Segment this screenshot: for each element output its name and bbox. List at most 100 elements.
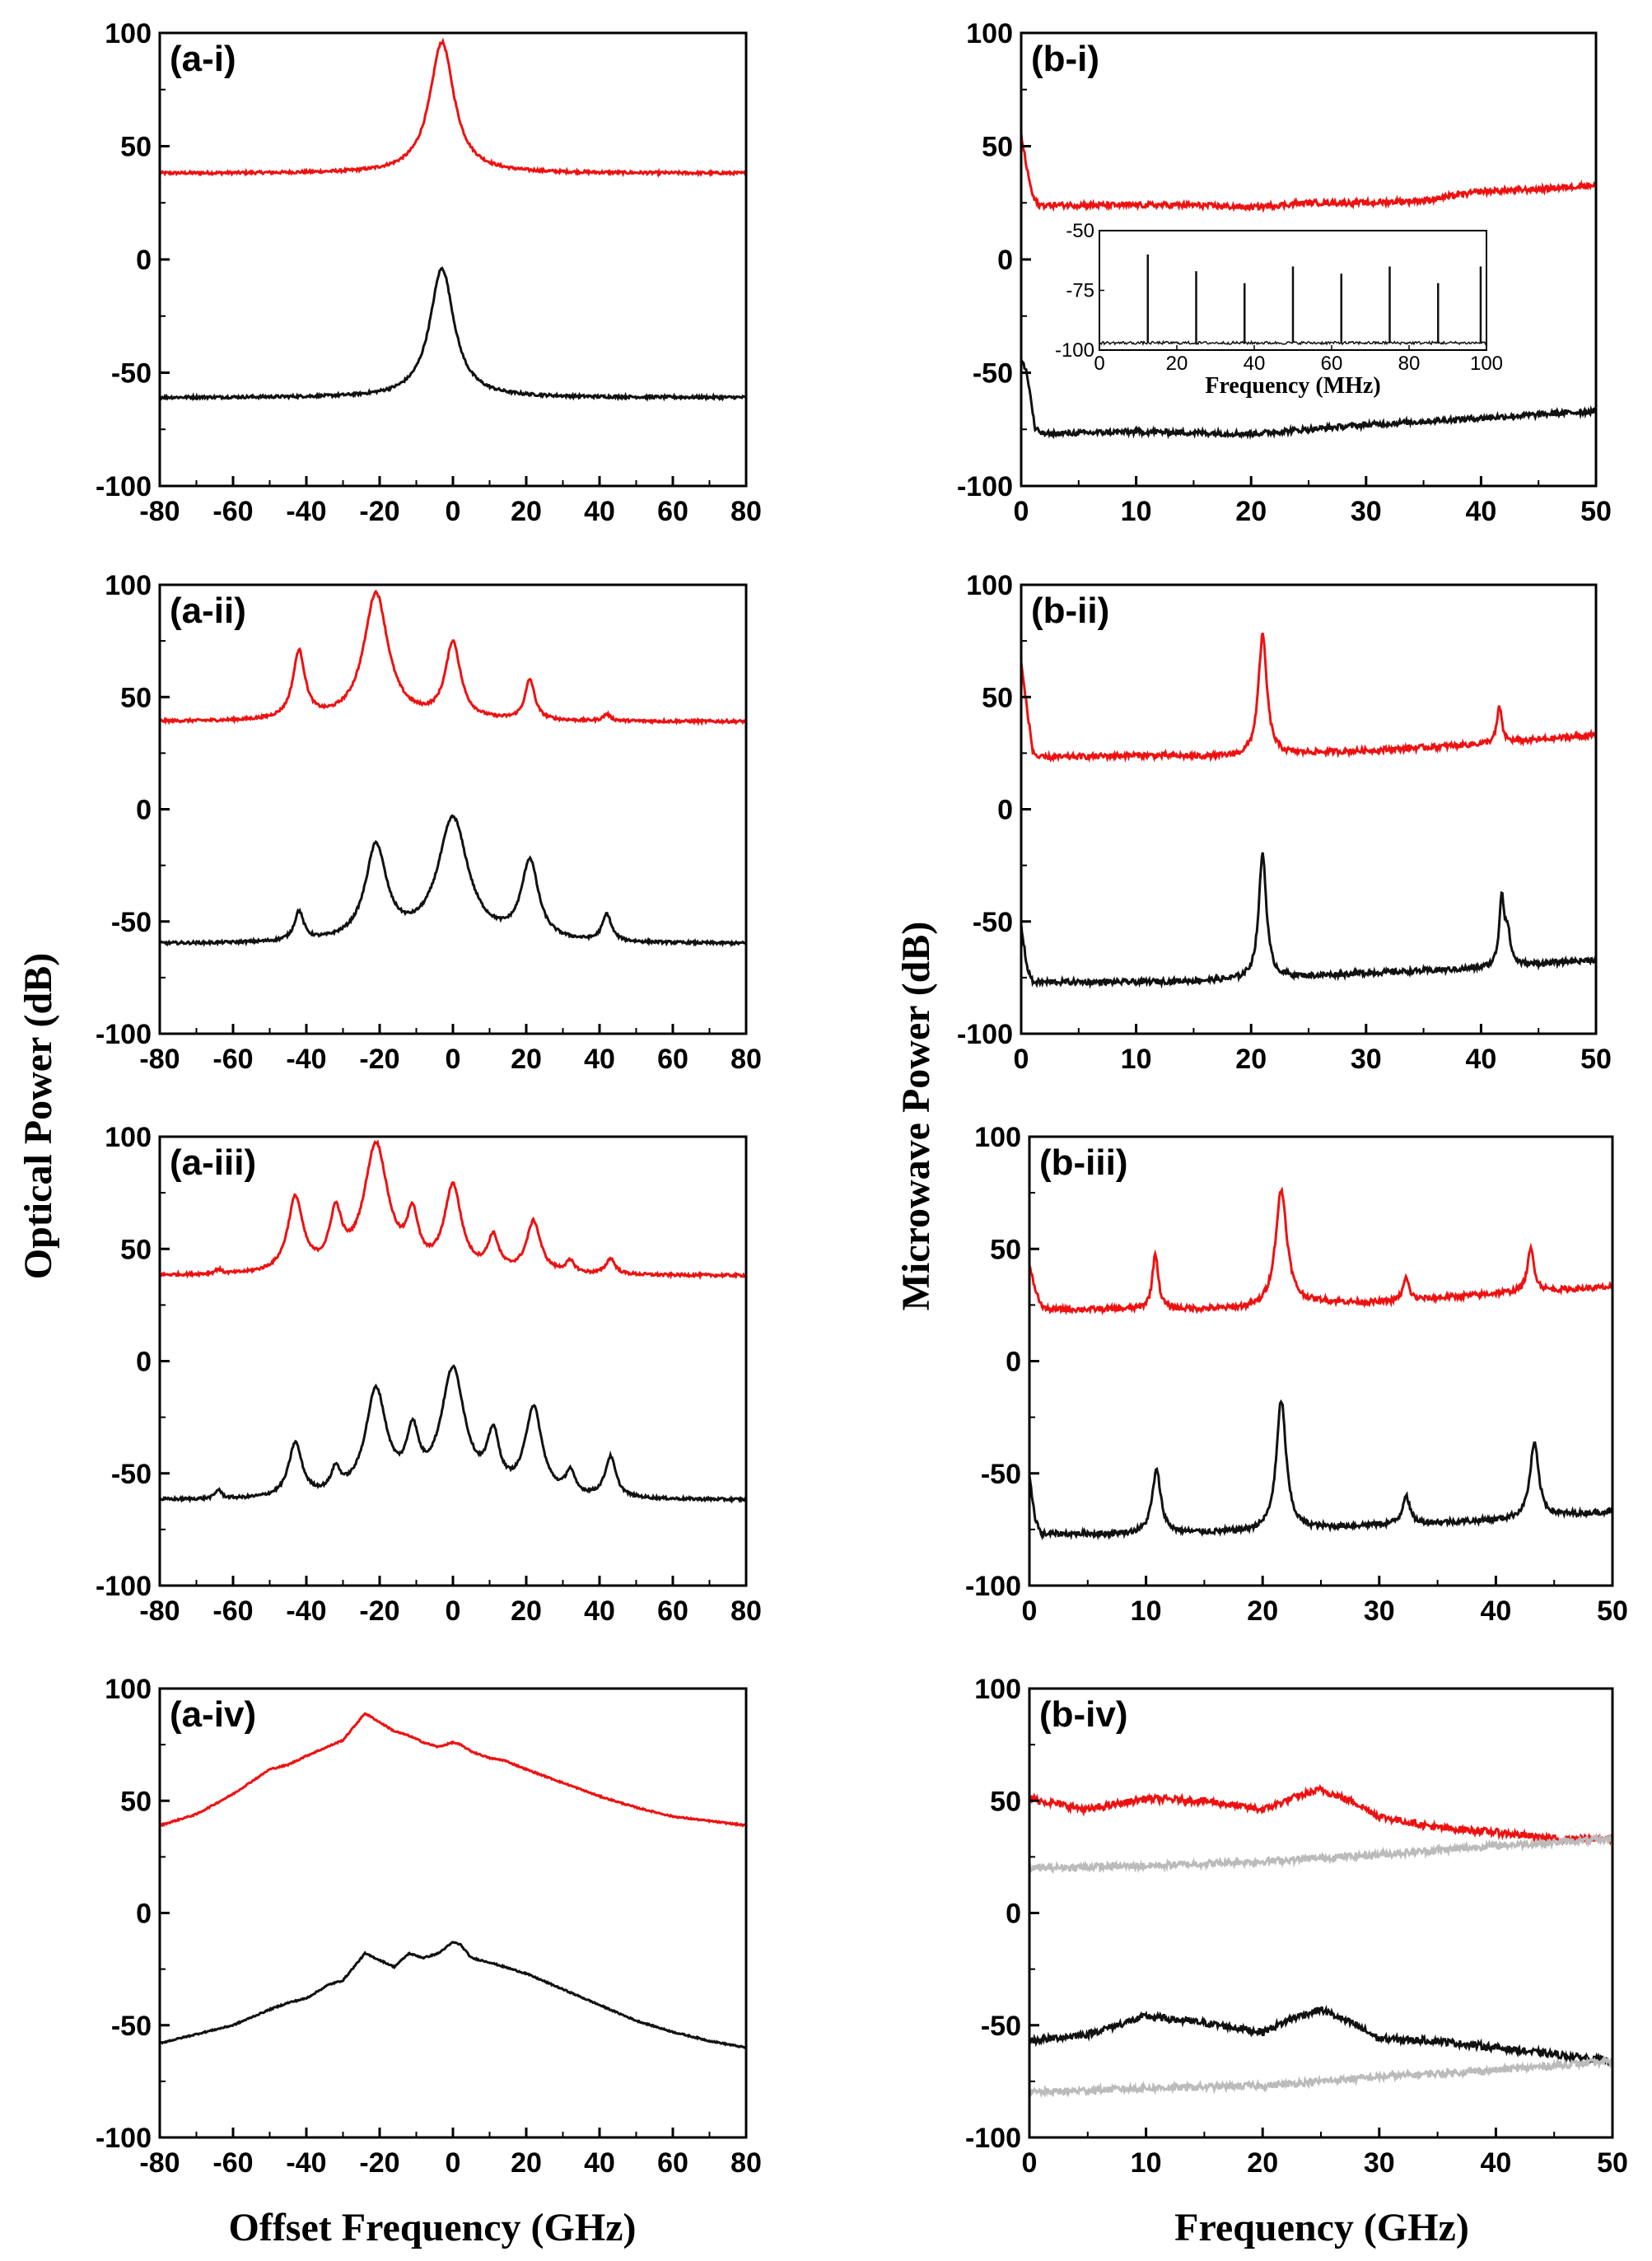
y-tick-label: -100	[96, 471, 152, 502]
y-tick-label: 0	[136, 1347, 152, 1378]
x-tick-label: -80	[139, 1044, 180, 1075]
panel-label-b-ii: (b-ii)	[1031, 591, 1109, 631]
chart-panel-a-iv: -80 -60 -40 -20 0 20 40 60 80 -100 -50 0 50 100 (a-iv)	[96, 1674, 762, 2179]
y-tick-label: 0	[1006, 1899, 1021, 1930]
y-tick-label: 0	[997, 245, 1013, 276]
x-tick-label: 20	[1247, 1595, 1278, 1627]
x-tick-label: -80	[139, 2147, 180, 2179]
x-tick-label: 20	[1235, 496, 1267, 527]
x-tick-label: 0	[446, 2147, 461, 2179]
x-tick-label: 80	[730, 496, 762, 527]
y-tick-label: 100	[974, 1674, 1021, 1705]
series-line-a-ii-0	[159, 589, 748, 726]
x-tick-label: 10	[1121, 496, 1152, 527]
x-tick-label: 50	[1597, 1595, 1628, 1627]
x-tick-label: -60	[212, 496, 253, 527]
x-tick-label: 40	[1465, 1044, 1496, 1075]
left-y-axis-title: Optical Power (dB)	[16, 953, 60, 1279]
chart-panel-a-i: -80 -60 -40 -20 0 20 40 60 80 -100 -50 0 50 100 (a-i)	[96, 18, 762, 527]
plot-frame-b-ii	[1020, 583, 1598, 1035]
inset-x-tick-label: 80	[1398, 353, 1421, 375]
chart-panel-b-iii: 0 10 20 30 40 50 -100 -50 0 50 100 (b-iii)	[965, 1122, 1628, 1627]
x-tick-label: 0	[446, 496, 461, 527]
panel-label-b-i: (b-i)	[1031, 39, 1099, 79]
series-line-b-ii-0	[1020, 633, 1598, 763]
x-tick-label: 60	[657, 496, 688, 527]
y-tick-label: -50	[981, 1459, 1021, 1490]
x-tick-label: -20	[359, 496, 399, 527]
series-line-a-iii-1	[158, 1364, 748, 1504]
series-line-b-iv-1	[1028, 1832, 1614, 1875]
series-line-b-iv-2	[1028, 2004, 1614, 2067]
y-tick-label: -50	[111, 907, 152, 938]
y-tick-label: 100	[966, 570, 1013, 601]
y-tick-label: 0	[1006, 1347, 1021, 1378]
y-tick-label: 50	[120, 132, 152, 163]
x-tick-label: -40	[286, 2147, 326, 2179]
x-tick-label: -40	[286, 1044, 326, 1075]
inset-x-axis-title: Frequency (MHz)	[1205, 373, 1380, 399]
x-tick-label: -20	[359, 1595, 399, 1627]
x-tick-label: 0	[1014, 496, 1029, 527]
y-tick-label: -100	[957, 471, 1013, 502]
series-line-a-i-1	[159, 266, 748, 402]
y-tick-label: 0	[136, 795, 152, 826]
series-line-b-ii-1	[1020, 852, 1598, 989]
inset-x-tick-label: 60	[1321, 353, 1343, 375]
y-tick-label: 50	[120, 1234, 152, 1265]
x-tick-label: 80	[730, 2147, 762, 2179]
y-tick-label: -100	[96, 1019, 152, 1050]
series-line-a-ii-1	[159, 814, 747, 948]
x-tick-label: 40	[1480, 1595, 1511, 1627]
x-tick-label: 0	[1014, 1044, 1029, 1075]
x-tick-label: 20	[1247, 2147, 1278, 2179]
x-tick-label: 40	[1480, 2147, 1511, 2179]
y-tick-label: 50	[982, 682, 1013, 713]
y-tick-label: 100	[105, 1674, 152, 1705]
series-line-a-i-0	[158, 37, 747, 179]
x-tick-label: 40	[584, 1595, 615, 1627]
x-tick-label: 40	[584, 496, 615, 527]
panel-label-a-iv: (a-iv)	[170, 1694, 256, 1735]
chart-panel-a-iii: -80 -60 -40 -20 0 20 40 60 80 -100 -50 0 50 100 (a-iii…	[96, 1122, 762, 1627]
x-tick-label: 60	[657, 1595, 688, 1627]
panels-group: -80 -60 -40 -20 0 20 40 60 80-100-50050100(a-i)-…	[96, 18, 1628, 2179]
x-tick-label: 80	[730, 1595, 762, 1627]
x-tick-label: 50	[1580, 496, 1612, 527]
x-tick-label: 0	[446, 1044, 461, 1075]
x-tick-label: 40	[584, 2147, 615, 2179]
plot-frame-a-iv	[158, 1687, 748, 2139]
y-tick-label: 100	[966, 18, 1013, 49]
x-tick-label: 50	[1580, 1044, 1612, 1075]
x-tick-label: 20	[511, 2147, 542, 2179]
plot-frame-b-iii	[1028, 1135, 1614, 1587]
y-tick-label: 0	[136, 1899, 152, 1930]
x-tick-label: -60	[212, 1044, 253, 1075]
chart-panel-a-ii: -80 -60 -40 -20 0 20 40 60 80 -100 -50 0 50 100 (a-ii)	[96, 570, 762, 1075]
y-tick-label: -100	[957, 1019, 1013, 1050]
inset-x-tick-label: 0	[1094, 353, 1104, 375]
right-x-axis-title: Frequency (GHz)	[1174, 2206, 1469, 2249]
inset-y-tick-label: -100	[1055, 339, 1094, 362]
inset-y-tick-label: -50	[1066, 220, 1094, 242]
y-tick-label: -50	[111, 1459, 152, 1490]
x-tick-label: 60	[657, 1044, 688, 1075]
x-tick-label: 10	[1131, 1595, 1162, 1627]
x-tick-label: -60	[212, 1595, 253, 1627]
inset-x-tick-label: 40	[1244, 353, 1266, 375]
chart-panel-b-iv: 0 10 20 30 40 50 -100 -50 0 50 100 (b-iv)	[965, 1674, 1628, 2179]
x-tick-label: 30	[1364, 2147, 1395, 2179]
panel-label-a-ii: (a-ii)	[170, 591, 246, 631]
y-tick-label: -50	[111, 358, 152, 390]
series-line-b-i-0	[1020, 133, 1597, 214]
series-line-a-iv-1	[159, 1941, 747, 2049]
panel-label-a-iii: (a-iii)	[170, 1142, 256, 1183]
y-tick-label: 100	[105, 570, 152, 601]
x-tick-label: 50	[1597, 2147, 1628, 2179]
x-tick-label: 40	[584, 1044, 615, 1075]
x-tick-label: -60	[212, 2147, 253, 2179]
y-tick-label: -50	[981, 2011, 1021, 2042]
y-tick-label: 50	[990, 1234, 1021, 1265]
y-tick-label: 0	[997, 795, 1013, 826]
x-tick-label: 10	[1121, 1044, 1152, 1075]
